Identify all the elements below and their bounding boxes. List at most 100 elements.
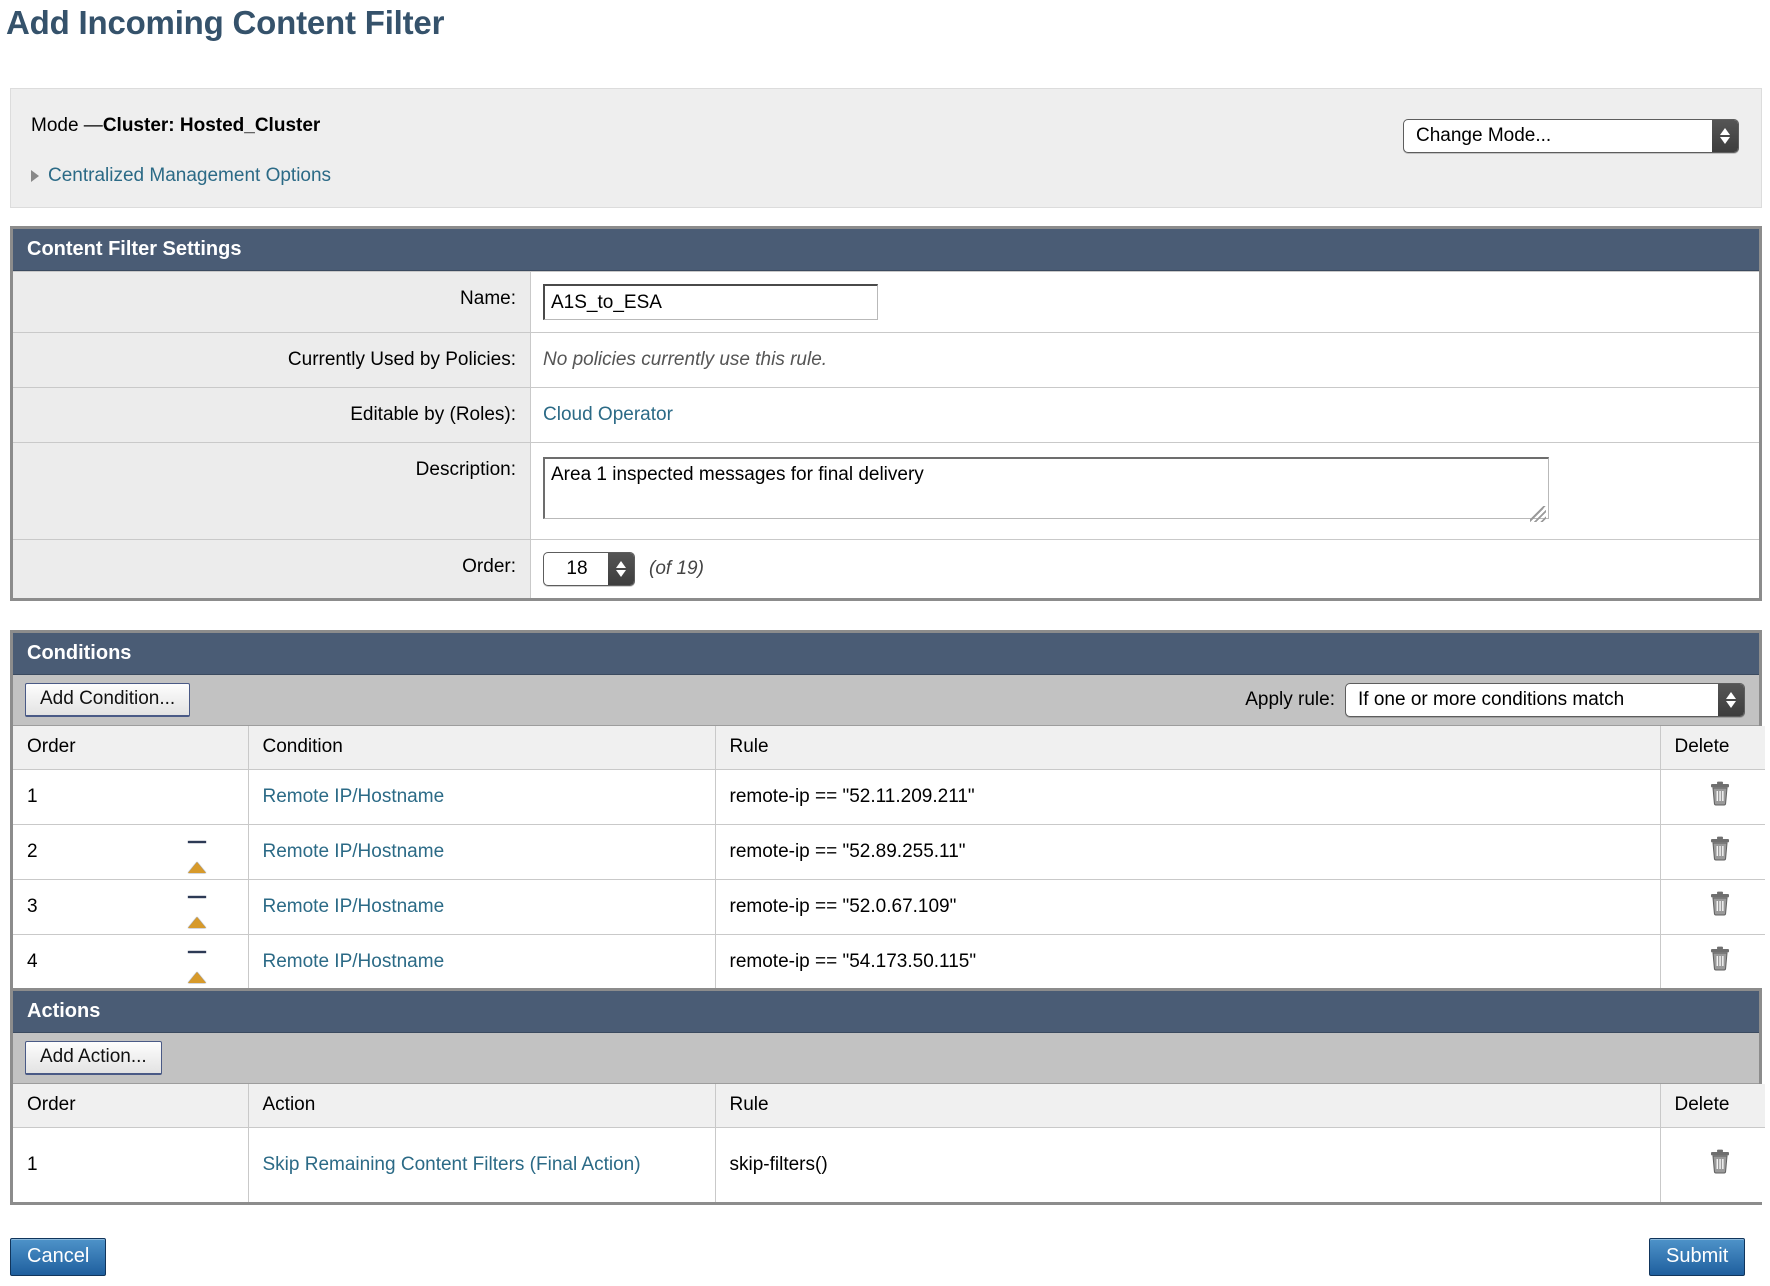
mode-value-label: Cluster: Hosted_Cluster <box>102 115 321 136</box>
action-delete-cell <box>1660 1127 1765 1202</box>
policies-value: No policies currently use this rule. <box>543 349 828 370</box>
action-rule-cell: skip-filters() <box>715 1127 1661 1202</box>
move-up-arrow-icon[interactable] <box>187 840 206 873</box>
add-condition-button[interactable]: Add Condition... <box>25 683 191 717</box>
condition-rule-cell: remote-ip == "52.0.67.109" <box>715 879 1661 935</box>
condition-delete-cell <box>1660 934 1765 989</box>
chevron-up-down-icon[interactable] <box>1718 684 1744 716</box>
condition-delete-cell <box>1660 879 1765 935</box>
order-select[interactable]: 18 <box>543 552 635 586</box>
row-roles: Editable by (Roles): Cloud Operator <box>13 387 1759 442</box>
trash-icon[interactable] <box>1709 836 1731 867</box>
condition-order-number: 2 <box>27 840 38 862</box>
actions-toolbar: Add Action... <box>13 1033 1759 1084</box>
description-textarea-wrap: Area 1 inspected messages for final deli… <box>543 457 1549 525</box>
table-row: 2 Remote IP/Hostname remote-ip == "52.89… <box>13 824 1765 880</box>
condition-delete-cell <box>1660 824 1765 880</box>
condition-name-cell: Remote IP/Hostname <box>248 769 716 825</box>
condition-delete-cell <box>1660 769 1765 825</box>
description-textarea[interactable]: Area 1 inspected messages for final deli… <box>543 457 1549 519</box>
trash-icon[interactable] <box>1709 781 1731 812</box>
move-up-arrow-icon[interactable] <box>187 950 206 983</box>
description-value-cell: Area 1 inspected messages for final deli… <box>531 443 1759 539</box>
mode-bar: Mode —Cluster: Hosted_Cluster Centralize… <box>10 88 1762 208</box>
move-up-arrow-icon[interactable] <box>187 895 206 928</box>
trash-icon[interactable] <box>1709 1149 1731 1180</box>
condition-order-number: 3 <box>27 895 38 917</box>
centralized-management-options-row[interactable]: Centralized Management Options <box>31 165 331 187</box>
conditions-panel-header: Conditions <box>13 633 1759 675</box>
conditions-col-order: Order <box>13 726 249 770</box>
page-title: Add Incoming Content Filter <box>6 4 445 41</box>
order-cell-inner: 4 <box>27 950 248 983</box>
conditions-col-rule: Rule <box>715 726 1661 770</box>
condition-link[interactable]: Remote IP/Hostname <box>262 840 445 862</box>
condition-name-cell: Remote IP/Hostname <box>248 824 716 880</box>
condition-name-cell: Remote IP/Hostname <box>248 879 716 935</box>
action-link[interactable]: Skip Remaining Content Filters (Final Ac… <box>262 1153 641 1175</box>
order-select-value: 18 <box>566 558 588 579</box>
condition-order-cell: 1 <box>13 769 249 825</box>
disclosure-triangle-icon[interactable] <box>31 170 39 182</box>
condition-order-number: 4 <box>27 950 38 972</box>
order-value-cell: 18 (of 19) <box>531 540 1759 598</box>
condition-order-cell: 4 <box>13 934 249 989</box>
chevron-up-down-icon[interactable] <box>1712 120 1738 152</box>
actions-header-row: Order Action Rule Delete <box>13 1084 1765 1128</box>
trash-icon[interactable] <box>1709 946 1731 977</box>
add-action-button[interactable]: Add Action... <box>25 1041 162 1075</box>
apply-rule-select-value: If one or more conditions match <box>1358 689 1625 710</box>
footer-bar: Cancel Submit <box>0 1238 1770 1286</box>
condition-link[interactable]: Remote IP/Hostname <box>262 785 445 807</box>
order-cell-inner: 3 <box>27 895 248 928</box>
name-input[interactable] <box>543 284 878 320</box>
actions-table: Order Action Rule Delete 1 Skip Remainin… <box>13 1084 1765 1202</box>
name-value-cell <box>531 272 1759 332</box>
conditions-toolbar: Add Condition... Apply rule: If one or m… <box>13 675 1759 726</box>
roles-value-cell: Cloud Operator <box>531 388 1759 442</box>
table-row: 1 Remote IP/Hostname remote-ip == "52.11… <box>13 769 1765 825</box>
row-order: Order: 18 (of 19) <box>13 539 1759 598</box>
conditions-panel: Conditions Add Condition... Apply rule: … <box>10 630 1765 992</box>
mode-line: Mode —Cluster: Hosted_Cluster <box>31 115 320 137</box>
actions-col-delete: Delete <box>1660 1084 1765 1128</box>
cancel-button[interactable]: Cancel <box>10 1238 107 1276</box>
condition-link[interactable]: Remote IP/Hostname <box>262 895 445 917</box>
order-cell-inner: 1 <box>27 786 248 808</box>
submit-button[interactable]: Submit <box>1649 1238 1746 1276</box>
actions-col-action: Action <box>248 1084 716 1128</box>
policies-label: Currently Used by Policies: <box>13 333 531 387</box>
conditions-table: Order Condition Rule Delete 1 Remote IP/… <box>13 726 1765 989</box>
table-row: 1 Skip Remaining Content Filters (Final … <box>13 1127 1765 1202</box>
condition-rule-cell: remote-ip == "52.11.209.211" <box>715 769 1661 825</box>
apply-rule-select[interactable]: If one or more conditions match <box>1345 683 1745 717</box>
table-row: 4 Remote IP/Hostname remote-ip == "54.17… <box>13 934 1765 989</box>
actions-panel-header: Actions <box>13 991 1759 1033</box>
condition-link[interactable]: Remote IP/Hostname <box>262 950 445 972</box>
trash-icon[interactable] <box>1709 891 1731 922</box>
row-name: Name: <box>13 271 1759 332</box>
change-mode-select[interactable]: Change Mode... <box>1403 119 1739 153</box>
condition-order-cell: 3 <box>13 879 249 935</box>
roles-value-link[interactable]: Cloud Operator <box>543 404 673 425</box>
change-mode-select-value: Change Mode... <box>1416 125 1552 146</box>
conditions-col-condition: Condition <box>248 726 716 770</box>
table-row: 3 Remote IP/Hostname remote-ip == "52.0.… <box>13 879 1765 935</box>
mode-prefix-label: Mode — <box>31 115 103 136</box>
condition-order-cell: 2 <box>13 824 249 880</box>
row-description: Description: Area 1 inspected messages f… <box>13 442 1759 539</box>
row-policies: Currently Used by Policies: No policies … <box>13 332 1759 387</box>
actions-panel: Actions Add Action... Order Action Rule … <box>10 988 1765 1205</box>
order-total-label: (of 19) <box>649 558 704 579</box>
roles-label: Editable by (Roles): <box>13 388 531 442</box>
policies-value-cell: No policies currently use this rule. <box>531 333 1759 387</box>
change-mode-select-wrap: Change Mode... <box>1403 119 1739 153</box>
name-label: Name: <box>13 272 531 332</box>
order-label: Order: <box>13 540 531 598</box>
description-label: Description: <box>13 443 531 539</box>
centralized-management-options-link[interactable]: Centralized Management Options <box>48 165 332 186</box>
chevron-up-down-icon[interactable] <box>608 553 634 585</box>
actions-col-order: Order <box>13 1084 249 1128</box>
action-order-cell: 1 <box>13 1127 249 1202</box>
